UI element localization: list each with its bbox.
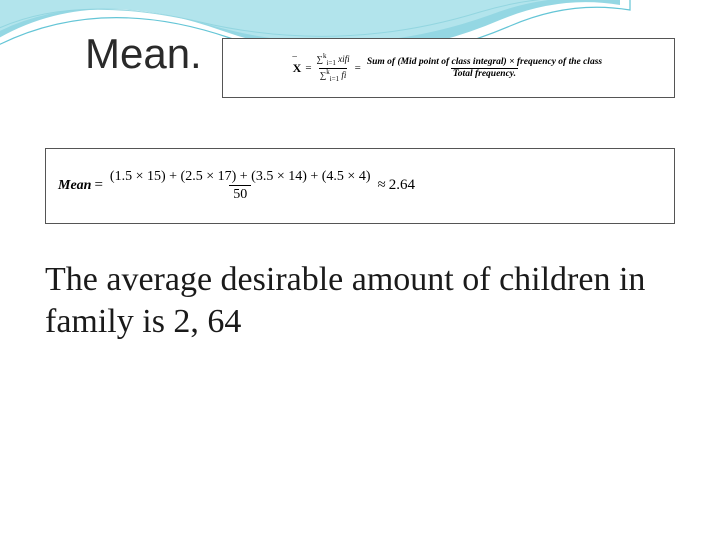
general-formula-box: X = ∑ki=1 xifi ∑ki=1 fi = Sum of (Mid po…	[222, 38, 675, 98]
general-formula: X = ∑ki=1 xifi ∑ki=1 fi = Sum of (Mid po…	[293, 53, 604, 83]
equals2: =	[355, 62, 361, 74]
slide-content: Mean. X = ∑ki=1 xifi ∑ki=1 fi = Sum of (…	[0, 0, 720, 344]
word-fraction: Sum of (Mid point of class integral) × f…	[365, 57, 604, 79]
calculation-formula: Mean = (1.5 × 15) + (2.5 × 17) + (3.5 × …	[58, 169, 415, 203]
sigma-fraction: ∑ki=1 xifi ∑ki=1 fi	[316, 53, 351, 83]
equals-calc: =	[94, 177, 102, 194]
approx-symbol: ≈	[378, 177, 386, 194]
calc-denominator: 50	[229, 185, 251, 202]
title-row: Mean. X = ∑ki=1 xifi ∑ki=1 fi = Sum of (…	[45, 30, 675, 98]
calculation-box: Mean = (1.5 × 15) + (2.5 × 17) + (3.5 × …	[45, 148, 675, 224]
mean-label: Mean	[58, 178, 91, 194]
equals1: =	[305, 62, 311, 74]
slide-title: Mean.	[85, 30, 202, 78]
conclusion-text: The average desirable amount of children…	[45, 259, 675, 344]
calc-numerator: (1.5 × 15) + (2.5 × 17) + (3.5 × 14) + (…	[106, 169, 375, 185]
calc-fraction: (1.5 × 15) + (2.5 × 17) + (3.5 × 14) + (…	[106, 169, 375, 203]
calc-result: 2.64	[389, 177, 415, 194]
xbar-symbol: X	[293, 61, 302, 76]
